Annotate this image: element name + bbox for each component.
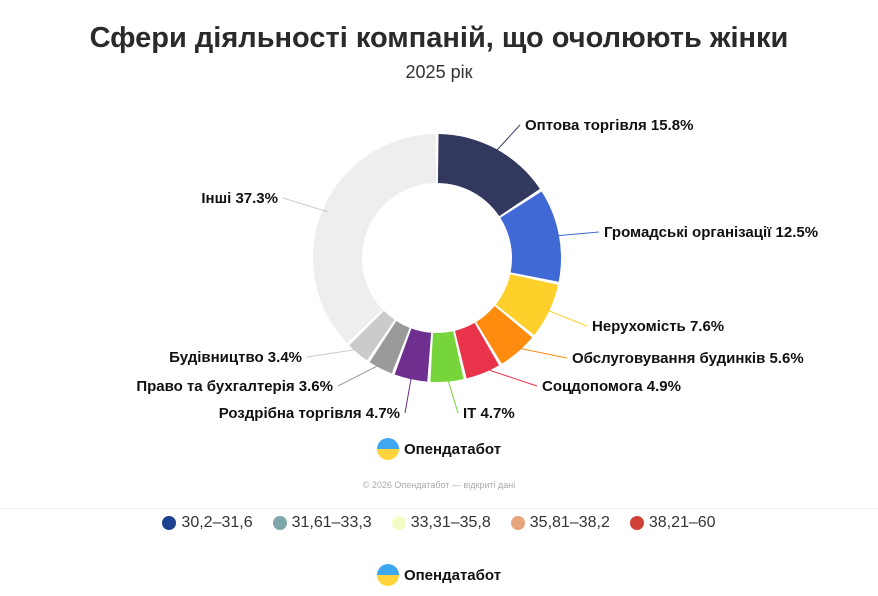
divider (0, 508, 878, 509)
slice-право-та-бухгалтерія[interactable] (369, 320, 410, 374)
slice-будівництво[interactable] (349, 310, 395, 361)
legend-swatch (629, 516, 644, 530)
leader-line (306, 348, 362, 358)
leader-line (492, 124, 521, 155)
brand-logo-footer: Опендатабот (0, 564, 878, 586)
slice-інші[interactable] (313, 134, 437, 344)
brand-logo: Опендатабот (0, 438, 878, 460)
map-legend: 30,2–31,6 31,61–33,3 33,31–35,8 35,81–38… (0, 514, 878, 532)
chart-subtitle: 2025 рік (405, 62, 473, 82)
brand-name: Опендатабот (403, 566, 502, 584)
leader-line (543, 308, 588, 327)
opendatabot-logo-icon (376, 564, 399, 586)
leader-line (337, 362, 384, 387)
slice-обслуговування-будинків[interactable] (476, 306, 533, 364)
data-label: Оптова торгівля 15.8% (525, 117, 693, 134)
data-label: IT 4.7% (463, 405, 515, 422)
slice-громадські-організації[interactable] (500, 191, 562, 282)
leader-line (552, 231, 600, 237)
data-label: Нерухомість 7.6% (592, 318, 724, 335)
slice-соцдопомога[interactable] (454, 322, 500, 379)
data-label: Інші 37.3% (201, 190, 278, 207)
slice-роздрібна-торгівля[interactable] (394, 328, 432, 382)
data-label: Право та бухгалтерія 3.6% (136, 378, 333, 395)
legend-swatch (272, 516, 287, 530)
leader-line (514, 346, 568, 359)
leader-line (480, 366, 538, 387)
legend-item: 31,61–33,3 (272, 514, 372, 532)
legend-label: 33,31–35,8 (410, 514, 491, 531)
legend-item: 33,31–35,8 (391, 514, 491, 532)
data-label: Обслуговування будинків 5.6% (572, 350, 804, 367)
legend-label: 35,81–38,2 (529, 514, 610, 531)
slice-it[interactable] (430, 331, 464, 382)
legend-item: 35,81–38,2 (510, 514, 610, 532)
legend-label: 31,61–33,3 (291, 514, 372, 531)
slice-оптова-торгівля[interactable] (437, 134, 540, 217)
legend-item: 38,21–60 (629, 514, 716, 532)
leader-line (404, 373, 413, 414)
legend-label: 30,2–31,6 (181, 514, 253, 531)
slice-нерухомість[interactable] (495, 274, 559, 336)
data-label: Соцдопомога 4.9% (542, 378, 681, 395)
legend-item: 30,2–31,6 (162, 514, 253, 532)
chart-title: Сфери діяльності компаній, що очолюють ж… (89, 22, 789, 54)
legend-swatch (391, 516, 406, 530)
data-label: Громадські організації 12.5% (604, 224, 818, 241)
legend-swatch (510, 516, 525, 530)
legend-label: 38,21–60 (648, 514, 716, 531)
leader-line (282, 197, 329, 213)
legend-swatch (162, 516, 177, 530)
donut-chart: Оптова торгівля 15.8% Громадські організа… (136, 117, 818, 422)
opendatabot-logo-icon (376, 438, 399, 460)
copyright: © 2026 Опендатабот — відкриті дані (362, 480, 516, 490)
leader-line (446, 375, 459, 414)
brand-name: Опендатабот (403, 440, 502, 458)
data-label: Роздрібна торгівля 4.7% (219, 405, 400, 422)
data-label: Будівництво 3.4% (169, 349, 302, 366)
